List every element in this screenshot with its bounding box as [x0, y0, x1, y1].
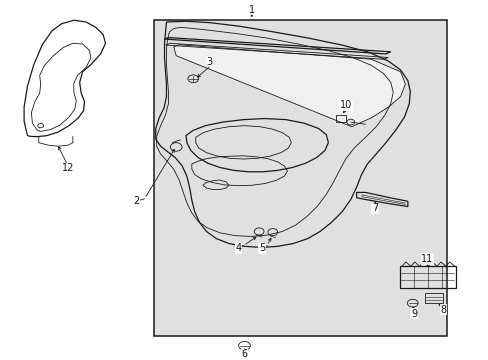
Text: 9: 9 — [410, 309, 416, 319]
Text: 6: 6 — [241, 349, 247, 359]
Text: 5: 5 — [259, 243, 264, 253]
Text: 2: 2 — [133, 196, 139, 206]
Text: 8: 8 — [440, 305, 446, 315]
Bar — [399, 266, 455, 288]
Polygon shape — [173, 45, 405, 127]
Bar — [424, 293, 443, 303]
Text: 11: 11 — [420, 254, 432, 264]
Polygon shape — [163, 37, 390, 54]
Text: 3: 3 — [206, 57, 212, 67]
Text: 10: 10 — [339, 100, 351, 111]
Text: 7: 7 — [371, 203, 378, 213]
Text: 4: 4 — [235, 243, 241, 253]
Bar — [154, 20, 446, 336]
Text: 12: 12 — [61, 163, 74, 173]
Text: 1: 1 — [248, 5, 254, 14]
Bar — [335, 115, 346, 122]
